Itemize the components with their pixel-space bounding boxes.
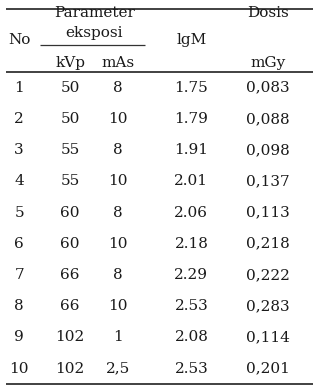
Text: 0,201: 0,201 <box>246 361 290 376</box>
Text: mAs: mAs <box>101 56 135 70</box>
Text: 1.79: 1.79 <box>174 112 208 126</box>
Text: 2: 2 <box>14 112 24 126</box>
Text: 2.18: 2.18 <box>174 237 208 251</box>
Text: 6: 6 <box>14 237 24 251</box>
Text: 2.53: 2.53 <box>174 361 208 376</box>
Text: 0,222: 0,222 <box>246 268 290 282</box>
Text: 10: 10 <box>108 299 128 313</box>
Text: 0,283: 0,283 <box>246 299 290 313</box>
Text: 10: 10 <box>9 361 29 376</box>
Text: 66: 66 <box>60 268 80 282</box>
Text: 66: 66 <box>60 299 80 313</box>
Text: 55: 55 <box>61 143 80 157</box>
Text: 0,083: 0,083 <box>246 81 290 95</box>
Text: mGy: mGy <box>250 56 286 70</box>
Text: 7: 7 <box>14 268 24 282</box>
Text: 5: 5 <box>14 205 24 220</box>
Text: Dosis: Dosis <box>247 6 289 20</box>
Text: 60: 60 <box>60 237 80 251</box>
Text: 50: 50 <box>61 112 80 126</box>
Text: 2,5: 2,5 <box>106 361 130 376</box>
Text: 50: 50 <box>61 81 80 95</box>
Text: 10: 10 <box>108 237 128 251</box>
Text: eksposi: eksposi <box>65 25 123 40</box>
Text: 2.06: 2.06 <box>174 205 208 220</box>
Text: 60: 60 <box>60 205 80 220</box>
Text: 8: 8 <box>113 268 123 282</box>
Text: 55: 55 <box>61 174 80 188</box>
Text: 2.01: 2.01 <box>174 174 208 188</box>
Text: 8: 8 <box>113 205 123 220</box>
Text: 1.75: 1.75 <box>174 81 208 95</box>
Text: 8: 8 <box>113 81 123 95</box>
Text: 9: 9 <box>14 330 24 344</box>
Text: 8: 8 <box>113 143 123 157</box>
Text: kVp: kVp <box>55 56 85 70</box>
Text: 10: 10 <box>108 174 128 188</box>
Text: 0,114: 0,114 <box>246 330 290 344</box>
Text: lgM: lgM <box>176 33 206 47</box>
Text: 0,113: 0,113 <box>246 205 290 220</box>
Text: 1: 1 <box>113 330 123 344</box>
Text: 2.29: 2.29 <box>174 268 208 282</box>
Text: 4: 4 <box>14 174 24 188</box>
Text: 0,088: 0,088 <box>246 112 290 126</box>
Text: 10: 10 <box>108 112 128 126</box>
Text: 1.91: 1.91 <box>174 143 208 157</box>
Text: 3: 3 <box>14 143 24 157</box>
Text: 1: 1 <box>14 81 24 95</box>
Text: 0,098: 0,098 <box>246 143 290 157</box>
Text: 2.53: 2.53 <box>174 299 208 313</box>
Text: No: No <box>8 33 30 47</box>
Text: 0,137: 0,137 <box>246 174 290 188</box>
Text: 8: 8 <box>14 299 24 313</box>
Text: 102: 102 <box>56 361 85 376</box>
Text: 0,218: 0,218 <box>246 237 290 251</box>
Text: Parameter: Parameter <box>54 6 135 20</box>
Text: 102: 102 <box>56 330 85 344</box>
Text: 2.08: 2.08 <box>174 330 208 344</box>
